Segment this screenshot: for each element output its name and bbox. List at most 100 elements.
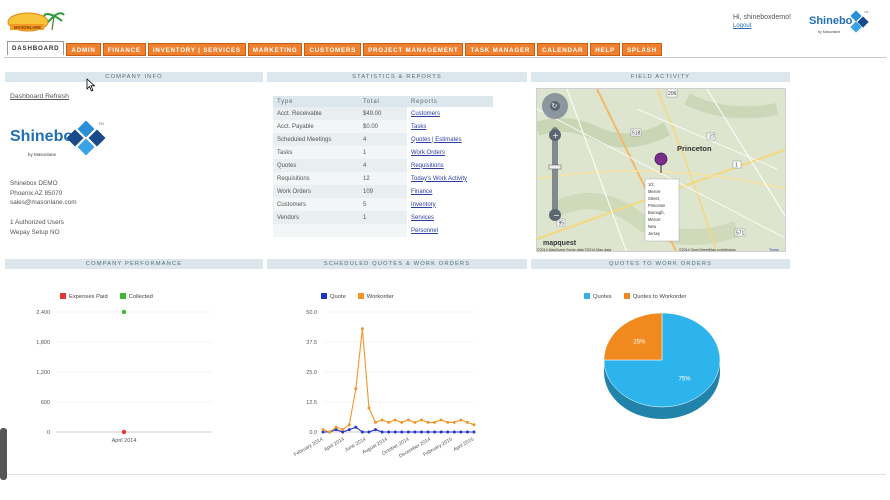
tab-calendar[interactable]: Calendar xyxy=(537,43,589,56)
row-type: Vendors xyxy=(273,211,359,224)
map-terms-link[interactable]: Terms xyxy=(769,248,779,252)
report-link-tasks[interactable]: Tasks xyxy=(411,123,427,130)
report-link-finance[interactable]: Finance xyxy=(411,188,433,195)
data-point-workorder xyxy=(380,418,384,422)
table-row: Vendors 1 Services xyxy=(273,211,493,224)
popup-line-1: 1/2, xyxy=(648,182,655,187)
x-tick-label: April 2015 xyxy=(453,436,476,453)
company-email: sales@masonlane.com xyxy=(10,199,77,206)
data-point-quote xyxy=(354,425,358,429)
row-total: 4 xyxy=(359,133,407,146)
report-link-work-orders[interactable]: Work Orders xyxy=(411,149,445,156)
data-point-workorder xyxy=(367,406,371,410)
map-pin-icon[interactable] xyxy=(654,152,668,173)
tab-marketing[interactable]: Marketing xyxy=(247,43,303,56)
y-tick-label: 12.5 xyxy=(306,400,317,406)
company-name: Shinebox DEMO xyxy=(10,180,58,187)
table-row: Quotes 4 Requisitions xyxy=(273,159,493,172)
legend-quotes-to-workorder[interactable]: Quotes to Workorder xyxy=(623,293,686,300)
pie-side-wall xyxy=(604,360,720,419)
masonlane-logo[interactable]: MASONLANE xyxy=(6,8,68,36)
tab-dashboard[interactable]: Dashboard xyxy=(7,41,65,56)
tab-customers[interactable]: Customers xyxy=(304,43,362,56)
logout-link[interactable]: Logout xyxy=(733,23,752,29)
pie-slice-quotes-to-workorder xyxy=(603,312,663,361)
data-point-workorder xyxy=(439,418,443,422)
col-reports: Reports xyxy=(407,96,493,107)
data-point-quote xyxy=(419,430,423,434)
performance-legend: Expenses Paid Collected xyxy=(60,293,153,300)
data-point-quote xyxy=(459,430,463,434)
data-point-quote xyxy=(393,430,397,434)
tab-task-manager[interactable]: Task Manager xyxy=(465,43,536,56)
report-link-quotes-estimates[interactable]: Quotes | Estimates xyxy=(411,136,462,143)
legend-expenses-paid[interactable]: Expenses Paid xyxy=(60,293,108,300)
popup-line-4: Princeton xyxy=(648,203,666,208)
route-206-label: 206 xyxy=(668,91,677,97)
tab-project-management[interactable]: Project Management xyxy=(363,43,464,56)
legend-swatch-quotes xyxy=(584,293,590,299)
data-point-workorder xyxy=(465,420,469,424)
data-point-workorder xyxy=(452,420,456,424)
report-link-customers[interactable]: Customers xyxy=(411,110,441,117)
y-tick-label: 1,800 xyxy=(36,340,50,346)
report-link-inventory[interactable]: Inventory xyxy=(411,201,436,208)
report-link-todays-work-activity[interactable]: Today's Work Activity xyxy=(411,175,468,182)
dashboard-refresh-link[interactable]: Dashboard Refresh xyxy=(10,93,69,100)
legend-collected[interactable]: Collected xyxy=(119,293,153,300)
popup-line-5: Borough, xyxy=(648,210,665,215)
legend-quote[interactable]: Quote xyxy=(321,293,346,300)
field-activity-map[interactable]: 206 27 1 571 518 95 Princeton 1/2, Merce… xyxy=(536,88,786,252)
company-meta-block: 1 Authorized Users Wepay Setup NO xyxy=(10,218,64,237)
scrollbar-handle[interactable] xyxy=(0,428,7,480)
user-greeting-area: Hi, shineboxdemo! Logout xyxy=(733,14,791,29)
legend-workorder[interactable]: Workorder xyxy=(357,293,394,300)
popup-line-2: Mercer xyxy=(648,189,661,194)
legend-swatch-quote xyxy=(321,293,327,299)
pie-label-quotes: 75% xyxy=(679,376,692,382)
report-link-services[interactable]: Services xyxy=(411,214,435,221)
col-type: Type xyxy=(273,96,359,107)
map-pan-control-icon[interactable]: ↻ xyxy=(542,93,568,119)
x-tick-label: February 2014 xyxy=(293,436,324,458)
data-point-quote xyxy=(387,430,391,434)
row-total: 109 xyxy=(359,185,407,198)
popup-line-8: Jersey xyxy=(648,231,661,236)
route-571-label: 571 xyxy=(736,231,745,237)
row-type: Acct. Payable xyxy=(273,120,359,133)
data-point-workorder xyxy=(321,428,325,432)
row-total: 5 xyxy=(359,198,407,211)
row-total: $49.00 xyxy=(359,107,407,120)
company-logo-name: Shinebo xyxy=(10,128,73,145)
wepay-setup: Wepay Setup NO xyxy=(10,228,60,236)
tab-splash[interactable]: Splash xyxy=(621,43,662,56)
row-total: 4 xyxy=(359,159,407,172)
osm-attribution[interactable]: ©2014 OpenStreetMap contributors xyxy=(679,248,736,252)
legend-quotes[interactable]: Quotes xyxy=(584,293,612,300)
tab-inventory-services[interactable]: Inventory | Services xyxy=(147,43,246,56)
stats-header-row: Type Total Reports xyxy=(273,96,493,107)
popup-line-6: Mercer xyxy=(648,217,661,222)
company-logo-tagline: by Masonlane xyxy=(28,152,57,157)
company-address-block: Shinebox DEMO Phoenix AZ 85070 sales@mas… xyxy=(10,179,77,208)
data-point-quote xyxy=(426,430,430,434)
report-link-personnel[interactable]: Personnel xyxy=(411,227,439,234)
legend-expenses-label: Expenses Paid xyxy=(69,294,108,300)
tab-help[interactable]: Help xyxy=(590,43,620,56)
map-zoom-control[interactable]: + − xyxy=(548,127,562,221)
row-total: 12 xyxy=(359,172,407,185)
tab-finance[interactable]: Finance xyxy=(102,43,146,56)
authorized-users: 1 Authorized Users xyxy=(10,219,64,226)
company-performance-header: Company Performance xyxy=(5,259,263,269)
report-link-requisitions[interactable]: Requisitions xyxy=(411,162,444,169)
table-row: Acct. Payable $0.00 Tasks xyxy=(273,120,493,133)
stats-table: Type Total Reports Acct. Receivable $49.0… xyxy=(273,96,493,237)
stats-reports-header: Statistics & Reports xyxy=(267,72,527,82)
row-type: Quotes xyxy=(273,159,359,172)
data-point-workorder xyxy=(341,428,345,432)
data-point-workorder xyxy=(426,420,430,424)
data-point-workorder xyxy=(360,327,364,331)
tab-admin[interactable]: Admin xyxy=(66,43,101,56)
legend-workorder-label: Workorder xyxy=(366,294,394,300)
